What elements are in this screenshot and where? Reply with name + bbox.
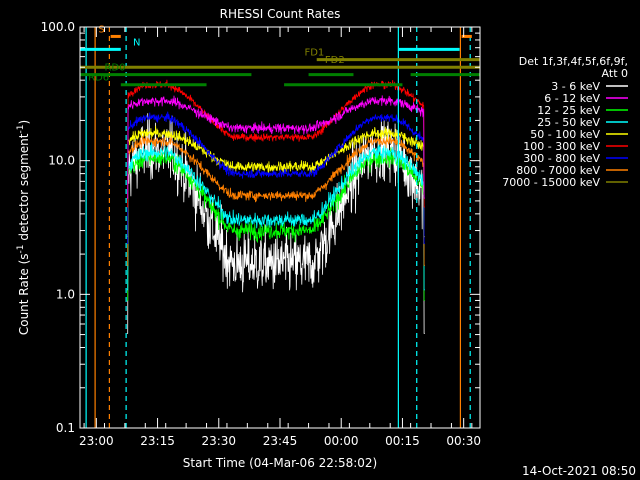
legend-entry: 800 - 7000 keV — [516, 164, 600, 177]
x-tick-label: 00:30 — [446, 434, 481, 448]
legend-entry: 300 - 800 keV — [523, 152, 600, 165]
flag-label: FD1 — [304, 48, 324, 59]
y-tick-label: 100.0 — [41, 20, 75, 34]
timestamp: 14-Oct-2021 08:50 — [522, 464, 636, 478]
y-tick-label: 10.0 — [48, 154, 75, 168]
flag-label: FD2 — [325, 55, 345, 66]
legend-entry: 6 - 12 keV — [544, 92, 600, 105]
x-tick-label: 23:00 — [79, 434, 114, 448]
series-line — [126, 140, 425, 291]
x-tick-label: 00:15 — [385, 434, 420, 448]
legend-entry: 50 - 100 keV — [530, 128, 600, 141]
y-tick-label: 1.0 — [56, 287, 75, 301]
legend-header: Att 0 — [602, 67, 628, 80]
chart-title: RHESSI Count Rates — [220, 7, 341, 21]
legend-entry: 12 - 25 keV — [537, 104, 600, 117]
x-axis-label: Start Time (04-Mar-06 22:58:02) — [183, 456, 377, 470]
x-tick-label: 23:30 — [201, 434, 236, 448]
legend-entry: 7000 - 15000 keV — [502, 176, 600, 189]
axis-layer: 0.1 1.0 10.0 100.0 23:00 23:15 23:30 23:45 00:00… — [41, 20, 481, 448]
series-line — [126, 135, 425, 266]
svg-text:Count Rate (s-1 detector segme: Count Rate (s-1 detector segment-1) — [16, 120, 31, 335]
legend-entry: 100 - 300 keV — [523, 140, 600, 153]
flag-label: RD6 — [88, 73, 109, 84]
series-line — [126, 95, 425, 199]
legend-entry: 3 - 6 keV — [551, 80, 600, 93]
legend-header: Det 1f,3f,4f,5f,6f,9f, — [519, 55, 628, 68]
series-line — [126, 125, 425, 238]
y-tick-label: 0.1 — [56, 421, 75, 435]
x-tick-label: 23:45 — [263, 434, 298, 448]
series-line — [126, 111, 425, 244]
y-axis-label: Count Rate (s-1 detector segment-1) — [16, 120, 31, 335]
x-tick-label: 23:15 — [140, 434, 175, 448]
flag-label: S — [98, 24, 104, 35]
flag-label: RD0 — [104, 63, 125, 74]
flag-label: N — [133, 37, 140, 48]
legend-entry: 25 - 50 keV — [537, 116, 600, 129]
x-tick-label: 00:00 — [324, 434, 359, 448]
